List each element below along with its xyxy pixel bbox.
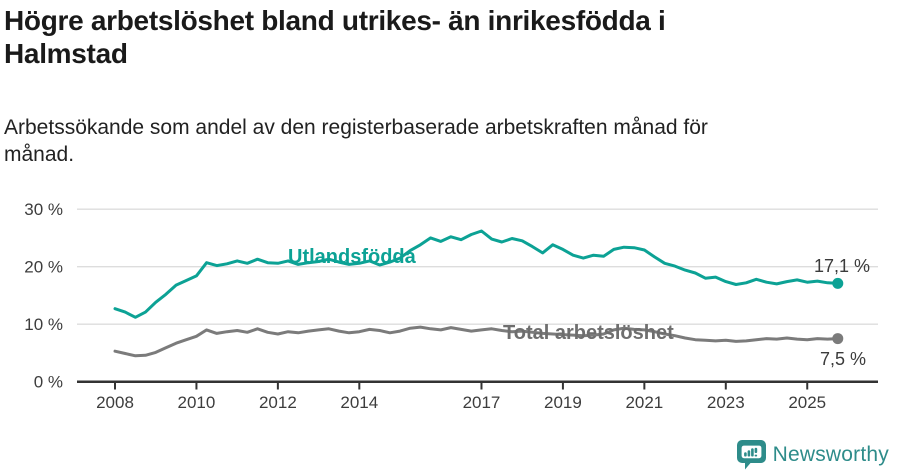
x-tick-label-2019: 2019 [544, 393, 582, 412]
chart-subtitle: Arbetssökande som andel av den registerb… [4, 116, 708, 166]
series-label-utlandsfodda: Utlandsfödda [288, 246, 416, 268]
series-label-total-arbetsloshet: Total arbetslöshet [503, 322, 674, 344]
series-line-total [113, 325, 840, 358]
chart-title: Högre arbetslöshet bland utrikes- än inr… [4, 5, 666, 69]
x-tick-label-2010: 2010 [178, 393, 216, 412]
newsworthy-wordmark: Newsworthy [772, 443, 889, 466]
y-tick-label-0: 0 % [34, 373, 63, 392]
series-end-dot-utlandsfodda [832, 277, 844, 289]
series-end-dot-total [832, 333, 844, 345]
newsworthy-bubble-chart-icon [736, 440, 766, 470]
x-tick-label-2012: 2012 [259, 393, 297, 412]
x-tick-label-2025: 2025 [788, 393, 826, 412]
x-tick-label-2008: 2008 [96, 393, 134, 412]
newsworthy-logo[interactable]: Newsworthy [736, 440, 889, 470]
y-tick-label-10: 10 % [24, 315, 63, 334]
y-tick-label-30: 30 % [24, 200, 63, 219]
x-tick-label-2021: 2021 [625, 393, 663, 412]
series-line-utlandsfodda [113, 229, 840, 319]
y-tick-label-20: 20 % [24, 258, 63, 277]
x-tick-label-2017: 2017 [463, 393, 501, 412]
x-tick-label-2014: 2014 [340, 393, 378, 412]
end-value-label-total: 7,5 % [820, 349, 867, 369]
x-tick-label-2023: 2023 [707, 393, 745, 412]
end-value-label-utlandsfodda: 17,1 % [814, 256, 871, 276]
